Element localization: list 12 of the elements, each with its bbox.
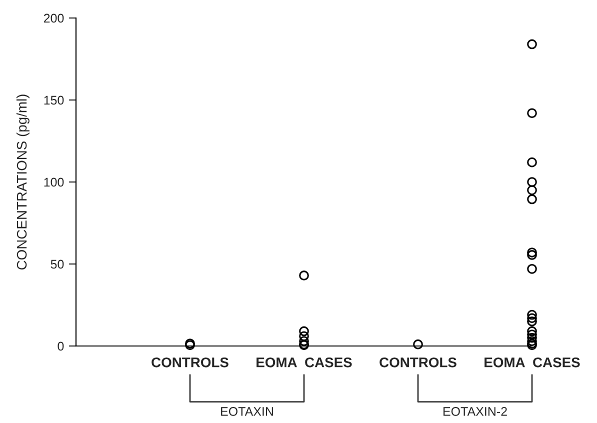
y-axis-title: CONCENTRATIONS (pg/ml) [16, 94, 30, 270]
y-tick-label: 150 [44, 96, 64, 105]
y-tick-label: 0 [58, 342, 64, 351]
x-tick-label: EOMA CASES [256, 357, 352, 368]
x-tick-label: CONTROLS [152, 357, 228, 368]
y-tick-label: 100 [44, 178, 64, 187]
y-tick-label: 200 [44, 14, 64, 23]
x-tick-label: CONTROLS [380, 357, 456, 368]
x-tick-label: EOMA CASES [484, 357, 580, 368]
text: EOTAXIN-2 [443, 407, 507, 416]
text: EOTAXIN [221, 407, 273, 416]
y-tick-label: 50 [50, 260, 64, 269]
